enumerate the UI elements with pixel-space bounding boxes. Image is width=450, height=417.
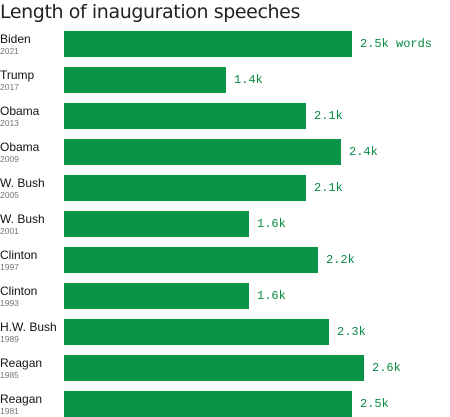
bar-value-label: 2.4k — [349, 145, 378, 159]
bar-value-label: 2.5k — [360, 397, 389, 411]
inauguration-year: 2013 — [0, 118, 19, 128]
bar-value-label: 2.2k — [326, 253, 355, 267]
speech-length-bar — [64, 103, 306, 129]
inauguration-year: 1981 — [0, 406, 19, 416]
inauguration-year: 1989 — [0, 334, 19, 344]
inauguration-year: 1997 — [0, 262, 19, 272]
president-name: H.W. Bush — [0, 320, 57, 334]
speech-length-bar — [64, 31, 352, 57]
president-name: Reagan — [0, 356, 43, 370]
bar-value-label: 1.6k — [257, 217, 286, 231]
inauguration-year: 2001 — [0, 226, 19, 236]
inauguration-year: 2009 — [0, 154, 19, 164]
bar-value-label: 2.1k — [314, 109, 343, 123]
bar-value-label: 1.4k — [234, 73, 263, 87]
president-name: Trump — [0, 68, 35, 82]
president-name: Clinton — [0, 284, 38, 298]
speech-length-bar — [64, 211, 249, 237]
president-name: W. Bush — [0, 176, 45, 190]
president-name: Obama — [0, 104, 40, 118]
inauguration-year: 1993 — [0, 298, 19, 308]
bar-value-label: 2.3k — [337, 325, 366, 339]
bar-value-label: 2.5k words — [360, 37, 433, 51]
speech-length-bar — [64, 67, 226, 93]
president-name: Reagan — [0, 392, 43, 406]
bar-value-label: 2.1k — [314, 181, 343, 195]
president-name: Biden — [0, 32, 31, 46]
speech-length-bar — [64, 139, 341, 165]
chart-title: Length of inauguration speeches — [0, 1, 300, 23]
speech-length-bar — [64, 175, 306, 201]
speech-length-bar — [64, 283, 249, 309]
speech-length-bar — [64, 319, 329, 345]
bar-value-label: 2.6k — [372, 361, 401, 375]
speech-length-bar — [64, 355, 364, 381]
inauguration-year: 1985 — [0, 370, 19, 380]
inauguration-year: 2017 — [0, 82, 19, 92]
speech-length-bar — [64, 247, 318, 273]
bar-value-label: 1.6k — [257, 289, 286, 303]
president-name: Obama — [0, 140, 40, 154]
inauguration-year: 2005 — [0, 190, 19, 200]
inauguration-year: 2021 — [0, 46, 19, 56]
president-name: W. Bush — [0, 212, 45, 226]
president-name: Clinton — [0, 248, 38, 262]
speech-length-bar — [64, 391, 352, 417]
